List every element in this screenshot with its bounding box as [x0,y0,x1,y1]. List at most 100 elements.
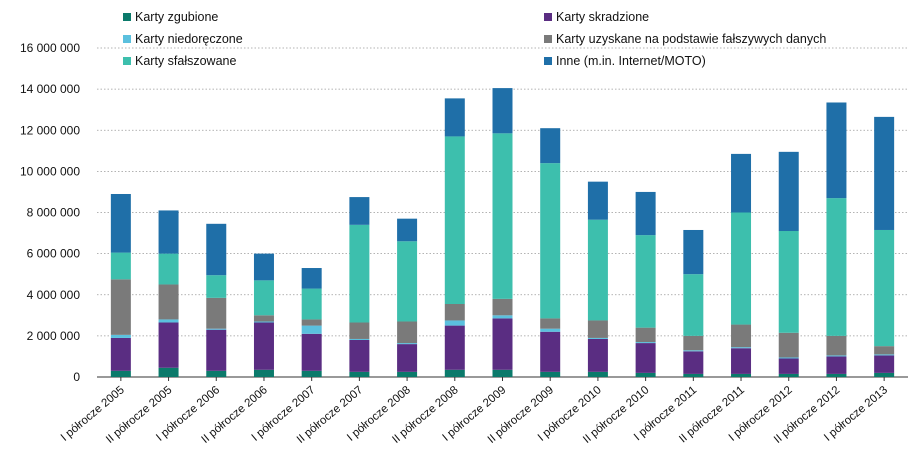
legend-swatch [544,13,552,21]
bar-segment [874,354,895,356]
y-tick-label: 14 000 000 [20,82,80,96]
bar-segment [635,327,656,343]
bar-segment [492,298,513,316]
bar-segment [444,136,465,305]
legend-item: Karty skradzione [544,10,649,24]
bar-segment [826,335,847,356]
bar-segment [683,274,704,336]
bar-segment [587,337,608,339]
bar-segment [110,279,131,335]
bar-segment [110,337,131,371]
bar-segment [158,322,179,368]
bar-segment [778,151,799,232]
bar-segment [778,231,799,333]
bar-segment [206,370,227,377]
legend-swatch [123,35,131,43]
bar-segment [587,181,608,220]
bar-segment [826,355,847,357]
bar-segment [444,320,465,326]
bar-segment [110,252,131,280]
y-tick-label: 6 000 000 [27,247,81,261]
y-tick-label: 0 [73,370,80,384]
bar-segment [349,197,370,225]
y-tick-label: 12 000 000 [20,123,80,137]
bar-segment [253,253,274,281]
y-tick-label: 8 000 000 [27,206,81,220]
bar-segment [397,344,418,372]
bar-segment [874,355,895,373]
bar-segment [874,346,895,355]
legend-label: Karty sfałszowane [135,54,237,68]
bar-segment [158,210,179,254]
bar-segment [492,315,513,319]
bar-segment [492,318,513,370]
bar-segment [301,370,322,377]
bar-segment [253,322,274,370]
bar-segment [206,223,227,276]
bar-segment [492,133,513,299]
bar-segment [683,350,704,352]
legend-swatch [123,13,131,21]
bar-segment [587,219,608,321]
bar-segment [540,331,561,372]
bar-segment [397,371,418,377]
bar-segment [731,153,752,213]
bar-segment [635,343,656,373]
legend-label: Karty skradzione [556,10,650,24]
bar-segment [349,322,370,339]
bar-segment [492,369,513,377]
bar-segment [731,212,752,325]
legend-item: Karty niedoręczone [123,32,243,46]
bar-segment [731,348,752,374]
bar-segment [540,371,561,377]
bar-segment [826,373,847,377]
bar-segment [635,235,656,328]
bar-segment [349,339,370,372]
bar-segment [540,318,561,329]
bar-segment [349,338,370,340]
y-tick-label: 2 000 000 [27,329,81,343]
bar-segment [301,333,322,371]
bar-segment [826,198,847,336]
bar-segment [397,343,418,345]
bar-segment [874,116,895,230]
bar-segment [397,218,418,242]
legend-item: Karty zgubione [123,10,218,24]
bar-segment [110,193,131,253]
bar-segment [731,373,752,377]
bar-segment [587,320,608,338]
bar-segment [826,356,847,374]
bar-segment [253,321,274,323]
bar-segment [683,229,704,275]
bar-segment [301,325,322,334]
legend: Karty zgubione Karty niedoręczone Karty … [0,8,912,78]
bar-segment [778,358,799,374]
legend-label: Inne (m.in. Internet/MOTO) [556,54,706,68]
bar-segment [349,224,370,323]
y-tick-label: 16 000 000 [20,41,80,55]
bar-segment [731,324,752,348]
bar-segment [635,342,656,344]
legend-item: Inne (m.in. Internet/MOTO) [544,54,706,68]
bar-segment [301,268,322,289]
bar-segment [874,229,895,347]
bar-segment [540,128,561,164]
bar-segment [397,321,418,344]
legend-swatch [544,57,552,65]
bar-segment [874,372,895,377]
bar-segment [349,371,370,377]
bar-segment [206,328,227,330]
bar-segment [731,347,752,349]
legend-swatch [544,35,552,43]
bar-segment [778,357,799,359]
bar-segment [253,280,274,316]
bar-segment [397,241,418,322]
bar-segment [110,334,131,338]
bar-segment [301,288,322,320]
bar-segment [826,102,847,199]
bar-segment [444,325,465,370]
bar-segment [444,304,465,321]
bar-segment [683,373,704,377]
bar-segment [444,369,465,377]
